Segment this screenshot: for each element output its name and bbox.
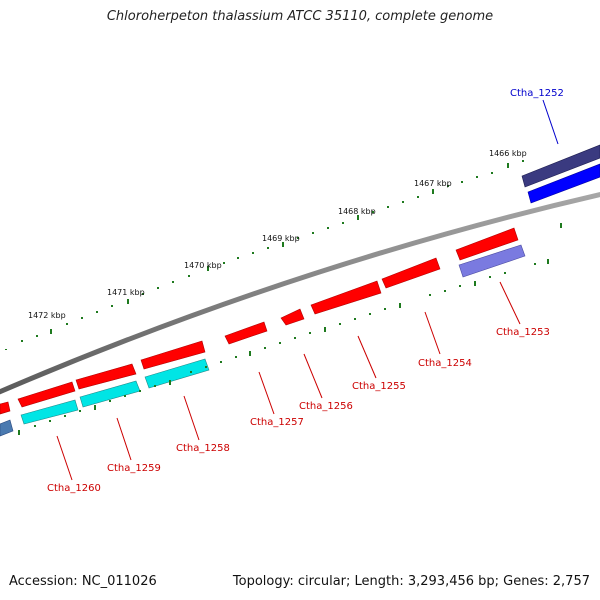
topology-text: Topology: circular; Length: 3,293,456 bp… (232, 574, 590, 589)
genome-backbone (0, 192, 600, 395)
inner-tick-ring (18, 223, 562, 435)
gene-label[interactable]: Ctha_1256 (299, 401, 353, 412)
gene-label[interactable]: Ctha_1253 (496, 327, 550, 338)
gene-label[interactable]: Ctha_1257 (250, 417, 304, 428)
label-leader-lines (56, 99, 559, 481)
gene-arrow-ctha-1253[interactable] (455, 227, 519, 261)
gene-arrow-ctha-1260[interactable] (17, 381, 76, 408)
gene-arrow-ctha-1252-dark[interactable] (521, 144, 600, 188)
gene-arrow-ctha-1256[interactable] (280, 308, 305, 326)
gene-arrow-ctha-1258[interactable] (140, 340, 206, 370)
gene-label[interactable]: Ctha_1254 (418, 358, 472, 369)
gene-label[interactable]: Ctha_1260 (47, 483, 101, 494)
outer-tick-ring (5, 160, 524, 350)
kbp-label: 1471 kbp (107, 288, 145, 297)
gene-label[interactable]: Ctha_1255 (352, 381, 406, 392)
gene-arrow-partial-left[interactable] (0, 401, 11, 415)
gene-arrow-ctha-1257[interactable] (224, 321, 268, 345)
forward-genes (521, 144, 600, 204)
gene-arrow-ctha-1254[interactable] (381, 257, 441, 289)
reverse-genes-red (0, 227, 519, 415)
gene-label[interactable]: Ctha_1259 (107, 463, 161, 474)
kbp-label: 1468 kbp (338, 207, 376, 216)
kbp-label: 1472 kbp (28, 311, 66, 320)
kbp-label: 1467 kbp (414, 179, 452, 188)
gene-labels: Ctha_1252 Ctha_1253 Ctha_1254 Ctha_1255 … (47, 88, 564, 494)
gene-arrow-ctha-1255[interactable] (310, 280, 382, 315)
kbp-labels: 1466 kbp 1467 kbp 1468 kbp 1469 kbp 1470… (28, 149, 527, 320)
gene-label[interactable]: Ctha_1252 (510, 88, 564, 99)
kbp-label: 1466 kbp (489, 149, 527, 158)
kbp-label: 1469 kbp (262, 234, 300, 243)
gene-arrow-ctha-1252[interactable] (527, 163, 600, 204)
cds-ctha-1260[interactable] (20, 399, 79, 425)
map-title: Chloroherpeton thalassium ATCC 35110, co… (106, 9, 494, 24)
gene-arrow-ctha-1259[interactable] (75, 363, 137, 390)
gene-label[interactable]: Ctha_1258 (176, 443, 230, 454)
cds-partial-left[interactable] (0, 419, 14, 437)
accession-text: Accession: NC_011026 (9, 574, 157, 589)
cds-ctha-1253[interactable] (458, 244, 526, 278)
cds-ctha-1258[interactable] (144, 358, 210, 389)
reverse-cds (0, 244, 526, 437)
kbp-label: 1470 kbp (184, 261, 222, 270)
